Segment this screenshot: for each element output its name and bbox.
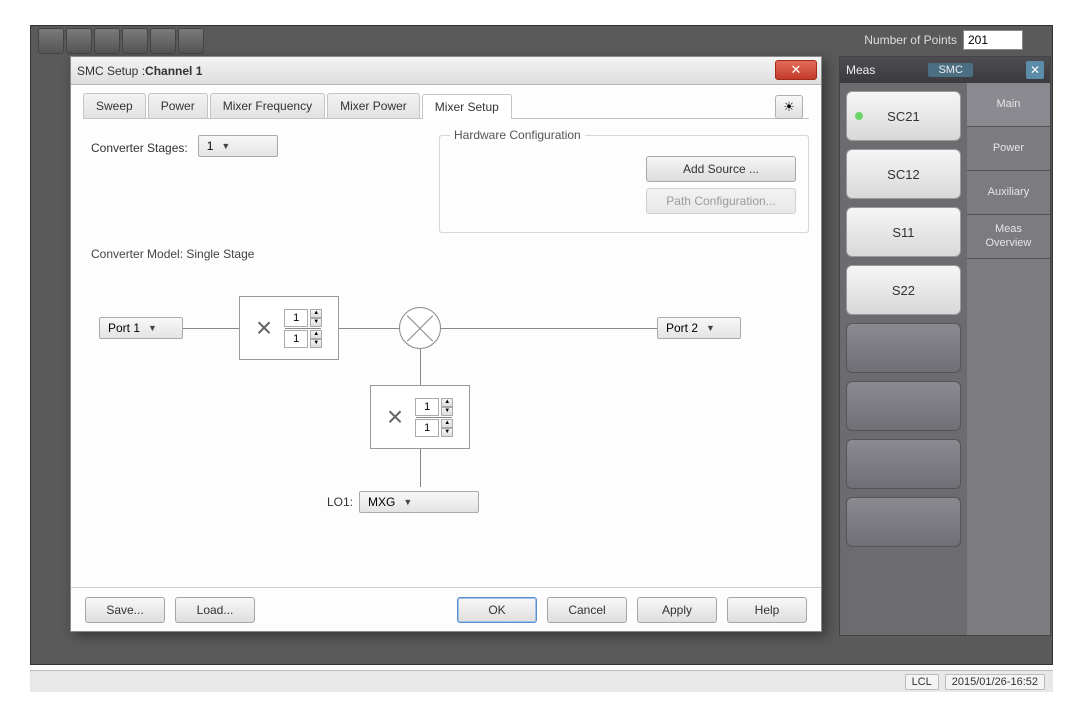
diagram-wire	[420, 449, 421, 487]
multiplier-1: × 1▲▼ 1▲▼	[239, 296, 339, 360]
converter-diagram: Port 1▼ × 1▲▼ 1▲▼	[83, 267, 809, 537]
meas-button-column: SC21 SC12 S11 S22	[840, 83, 967, 635]
meas-btn-empty-4[interactable]	[846, 497, 961, 547]
status-bar: LCL 2015/01/26-16:52	[30, 670, 1053, 692]
dialog-close-button[interactable]: ✕	[775, 60, 817, 80]
toolbar-btn-3[interactable]	[94, 28, 120, 54]
save-button[interactable]: Save...	[85, 597, 165, 623]
tab-mixer-frequency[interactable]: Mixer Frequency	[210, 93, 325, 118]
mult2-numerator[interactable]: 1	[415, 398, 439, 416]
meas-panel: Meas SMC ✕ SC21 SC12 S11 S22 Main Power …	[839, 56, 1051, 636]
hardware-config-group: Hardware Configuration Add Source ... Pa…	[439, 135, 809, 233]
help-button[interactable]: Help	[727, 597, 807, 623]
fraction-line	[285, 328, 321, 329]
smc-setup-dialog: SMC Setup : Channel 1 ✕ ☀ Sweep Power Mi…	[70, 56, 822, 632]
side-nav-main[interactable]: Main	[967, 83, 1050, 127]
tab-mixer-power[interactable]: Mixer Power	[327, 93, 420, 118]
multiplier-2: × 1▲▼ 1▲▼	[370, 385, 470, 449]
meas-panel-header: Meas SMC ✕	[840, 57, 1050, 83]
tab-power[interactable]: Power	[148, 93, 208, 118]
meas-btn-s11[interactable]: S11	[846, 207, 961, 257]
chevron-down-icon: ▼	[706, 323, 715, 333]
mult1-num-spinner[interactable]: ▲▼	[310, 309, 322, 327]
fraction-line	[416, 417, 452, 418]
brightness-button[interactable]: ☀	[775, 95, 803, 119]
toolbar-btn-5[interactable]	[150, 28, 176, 54]
port2-dropdown[interactable]: Port 2▼	[657, 317, 741, 339]
converter-stages-label: Converter Stages:	[91, 141, 188, 155]
mult1-numerator[interactable]: 1	[284, 309, 308, 327]
chevron-down-icon: ▼	[148, 323, 157, 333]
meas-btn-sc12[interactable]: SC12	[846, 149, 961, 199]
multiply-icon: ×	[256, 312, 272, 344]
converter-model-label: Converter Model: Single Stage	[91, 247, 809, 261]
dialog-titlebar[interactable]: SMC Setup : Channel 1 ✕	[71, 57, 821, 85]
ok-button[interactable]: OK	[457, 597, 537, 623]
mult2-denominator[interactable]: 1	[415, 419, 439, 437]
toolbar-btn-6[interactable]	[178, 28, 204, 54]
add-source-button[interactable]: Add Source ...	[646, 156, 796, 182]
path-configuration-button: Path Configuration...	[646, 188, 796, 214]
side-nav-power[interactable]: Power	[967, 127, 1050, 171]
main-toolbar	[38, 28, 204, 54]
points-label: Number of Points	[864, 33, 957, 47]
toolbar-btn-2[interactable]	[66, 28, 92, 54]
brightness-icon: ☀	[783, 99, 795, 115]
dialog-tabs: Sweep Power Mixer Frequency Mixer Power …	[83, 93, 809, 119]
meas-panel-title: Meas	[846, 63, 875, 77]
status-mode: LCL	[905, 674, 939, 690]
points-bar: Number of Points	[864, 30, 1023, 50]
converter-stages-value: 1	[207, 139, 214, 153]
active-dot-icon	[855, 112, 863, 120]
meas-btn-empty-3[interactable]	[846, 439, 961, 489]
mult1-denominator[interactable]: 1	[284, 330, 308, 348]
multiply-icon: ×	[387, 401, 403, 433]
dialog-footer: Save... Load... OK Cancel Apply Help	[71, 587, 821, 631]
tab-sweep[interactable]: Sweep	[83, 93, 146, 118]
apply-button[interactable]: Apply	[637, 597, 717, 623]
chevron-down-icon: ▼	[403, 497, 412, 507]
cancel-button[interactable]: Cancel	[547, 597, 627, 623]
meas-side-nav: Main Power Auxiliary Meas Overview	[967, 83, 1050, 635]
toolbar-btn-1[interactable]	[38, 28, 64, 54]
diagram-wire	[441, 328, 657, 329]
side-nav-overview[interactable]: Meas Overview	[967, 215, 1050, 259]
lo-row: LO1: MXG▼	[327, 491, 479, 513]
meas-btn-empty-1[interactable]	[846, 323, 961, 373]
meas-btn-s22[interactable]: S22	[846, 265, 961, 315]
meas-panel-mode: SMC	[928, 63, 972, 77]
lo-label: LO1:	[327, 495, 353, 509]
dialog-title-channel: Channel 1	[145, 64, 202, 78]
chevron-down-icon: ▼	[221, 141, 230, 151]
lo-dropdown[interactable]: MXG▼	[359, 491, 479, 513]
close-icon: ✕	[791, 62, 802, 78]
mult2-num-spinner[interactable]: ▲▼	[441, 398, 453, 416]
converter-stages-dropdown[interactable]: 1 ▼	[198, 135, 278, 157]
meas-btn-empty-2[interactable]	[846, 381, 961, 431]
port1-dropdown[interactable]: Port 1▼	[99, 317, 183, 339]
diagram-wire	[339, 328, 399, 329]
mult2-den-spinner[interactable]: ▲▼	[441, 419, 453, 437]
status-timestamp: 2015/01/26-16:52	[945, 674, 1045, 690]
dialog-title-prefix: SMC Setup :	[77, 64, 145, 78]
tab-mixer-setup[interactable]: Mixer Setup	[422, 94, 512, 119]
toolbar-btn-4[interactable]	[122, 28, 148, 54]
meas-btn-sc21[interactable]: SC21	[846, 91, 961, 141]
load-button[interactable]: Load...	[175, 597, 255, 623]
mult1-den-spinner[interactable]: ▲▼	[310, 330, 322, 348]
diagram-wire	[183, 328, 239, 329]
diagram-wire	[420, 349, 421, 385]
points-input[interactable]	[963, 30, 1023, 50]
side-nav-auxiliary[interactable]: Auxiliary	[967, 171, 1050, 215]
hardware-config-legend: Hardware Configuration	[450, 128, 585, 142]
meas-panel-close-icon[interactable]: ✕	[1026, 61, 1044, 79]
mixer-symbol	[399, 307, 441, 349]
